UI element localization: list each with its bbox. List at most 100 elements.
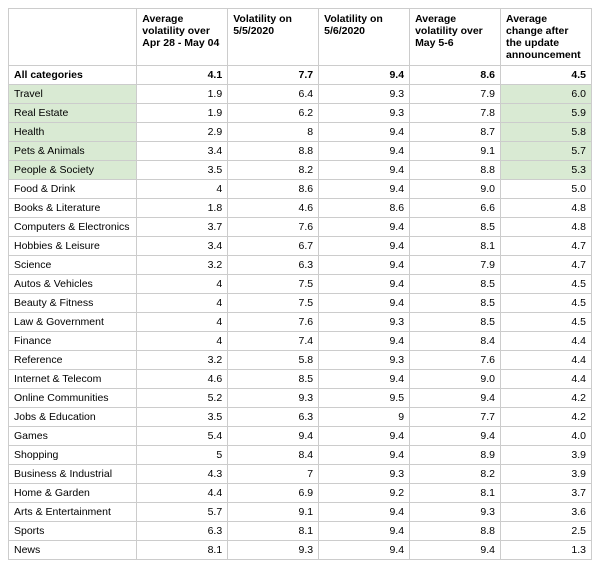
value-cell: 9.4 <box>319 275 410 294</box>
value-cell: 8.6 <box>319 199 410 218</box>
category-cell: Shopping <box>9 446 137 465</box>
value-cell: 3.7 <box>137 218 228 237</box>
table-row: Science3.26.39.47.94.7 <box>9 256 592 275</box>
col-header-avg-apr28-may04: Average volatility over Apr 28 - May 04 <box>137 9 228 66</box>
value-cell: 7.9 <box>410 85 501 104</box>
value-cell: 8.5 <box>410 294 501 313</box>
category-cell: Internet & Telecom <box>9 370 137 389</box>
table-row: Travel1.96.49.37.96.0 <box>9 85 592 104</box>
value-cell: 9.3 <box>228 389 319 408</box>
table-row: Reference3.25.89.37.64.4 <box>9 351 592 370</box>
value-cell: 9.4 <box>410 389 501 408</box>
value-cell: 9.1 <box>410 142 501 161</box>
value-cell: 9.4 <box>319 522 410 541</box>
value-cell: 8.2 <box>410 465 501 484</box>
col-header-vol-5-6: Volatility on 5/6/2020 <box>319 9 410 66</box>
value-cell: 4.4 <box>137 484 228 503</box>
value-cell: 3.4 <box>137 142 228 161</box>
col-header-avg-change: Average change after the update announce… <box>501 9 592 66</box>
col-header-category <box>9 9 137 66</box>
value-cell: 3.2 <box>137 351 228 370</box>
category-cell: Beauty & Fitness <box>9 294 137 313</box>
value-cell: 4.4 <box>501 351 592 370</box>
value-cell: 9.4 <box>319 66 410 85</box>
value-cell: 7.6 <box>410 351 501 370</box>
category-cell: Law & Government <box>9 313 137 332</box>
value-cell: 8.8 <box>410 161 501 180</box>
table-row: Books & Literature1.84.68.66.64.8 <box>9 199 592 218</box>
value-cell: 5.7 <box>137 503 228 522</box>
value-cell: 8.1 <box>410 484 501 503</box>
value-cell: 4.5 <box>501 294 592 313</box>
table-row: Pets & Animals3.48.89.49.15.7 <box>9 142 592 161</box>
table-row: Beauty & Fitness47.59.48.54.5 <box>9 294 592 313</box>
value-cell: 9.4 <box>319 370 410 389</box>
value-cell: 4.8 <box>501 199 592 218</box>
category-cell: Games <box>9 427 137 446</box>
value-cell: 9.3 <box>410 503 501 522</box>
summary-row: All categories4.17.79.48.64.5 <box>9 66 592 85</box>
value-cell: 8.4 <box>410 332 501 351</box>
value-cell: 9.3 <box>319 313 410 332</box>
value-cell: 7.4 <box>228 332 319 351</box>
value-cell: 8.5 <box>410 275 501 294</box>
category-cell: All categories <box>9 66 137 85</box>
table-row: Hobbies & Leisure3.46.79.48.14.7 <box>9 237 592 256</box>
value-cell: 1.9 <box>137 85 228 104</box>
table-row: Sports6.38.19.48.82.5 <box>9 522 592 541</box>
value-cell: 1.9 <box>137 104 228 123</box>
value-cell: 3.4 <box>137 237 228 256</box>
category-cell: Autos & Vehicles <box>9 275 137 294</box>
value-cell: 9.4 <box>319 446 410 465</box>
value-cell: 7.8 <box>410 104 501 123</box>
value-cell: 9.4 <box>228 427 319 446</box>
value-cell: 9.3 <box>319 104 410 123</box>
value-cell: 9.4 <box>319 503 410 522</box>
value-cell: 6.9 <box>228 484 319 503</box>
value-cell: 8.1 <box>410 237 501 256</box>
table-row: Jobs & Education3.56.397.74.2 <box>9 408 592 427</box>
value-cell: 9.4 <box>319 294 410 313</box>
category-cell: Business & Industrial <box>9 465 137 484</box>
value-cell: 9.0 <box>410 180 501 199</box>
value-cell: 9.2 <box>319 484 410 503</box>
table-row: Internet & Telecom4.68.59.49.04.4 <box>9 370 592 389</box>
category-cell: Food & Drink <box>9 180 137 199</box>
value-cell: 9.4 <box>319 161 410 180</box>
value-cell: 7.6 <box>228 218 319 237</box>
value-cell: 4.2 <box>501 408 592 427</box>
value-cell: 5.4 <box>137 427 228 446</box>
value-cell: 9.3 <box>319 85 410 104</box>
table-row: Arts & Entertainment5.79.19.49.33.6 <box>9 503 592 522</box>
value-cell: 4.4 <box>501 332 592 351</box>
value-cell: 4.8 <box>501 218 592 237</box>
value-cell: 6.7 <box>228 237 319 256</box>
value-cell: 9.0 <box>410 370 501 389</box>
table-row: Home & Garden4.46.99.28.13.7 <box>9 484 592 503</box>
category-cell: Reference <box>9 351 137 370</box>
table-row: Law & Government47.69.38.54.5 <box>9 313 592 332</box>
category-cell: Home & Garden <box>9 484 137 503</box>
value-cell: 6.3 <box>228 408 319 427</box>
value-cell: 5.8 <box>228 351 319 370</box>
value-cell: 9.4 <box>319 256 410 275</box>
col-header-avg-may5-6: Average volatility over May 5-6 <box>410 9 501 66</box>
value-cell: 6.2 <box>228 104 319 123</box>
category-cell: Sports <box>9 522 137 541</box>
table-row: Real Estate1.96.29.37.85.9 <box>9 104 592 123</box>
value-cell: 7.5 <box>228 294 319 313</box>
value-cell: 1.8 <box>137 199 228 218</box>
table-row: Finance47.49.48.44.4 <box>9 332 592 351</box>
value-cell: 6.0 <box>501 85 592 104</box>
category-cell: Jobs & Education <box>9 408 137 427</box>
value-cell: 5 <box>137 446 228 465</box>
value-cell: 3.5 <box>137 161 228 180</box>
value-cell: 6.3 <box>137 522 228 541</box>
value-cell: 5.9 <box>501 104 592 123</box>
category-cell: Books & Literature <box>9 199 137 218</box>
value-cell: 4.7 <box>501 237 592 256</box>
value-cell: 6.6 <box>410 199 501 218</box>
value-cell: 5.2 <box>137 389 228 408</box>
value-cell: 8.8 <box>228 142 319 161</box>
value-cell: 4.7 <box>501 256 592 275</box>
